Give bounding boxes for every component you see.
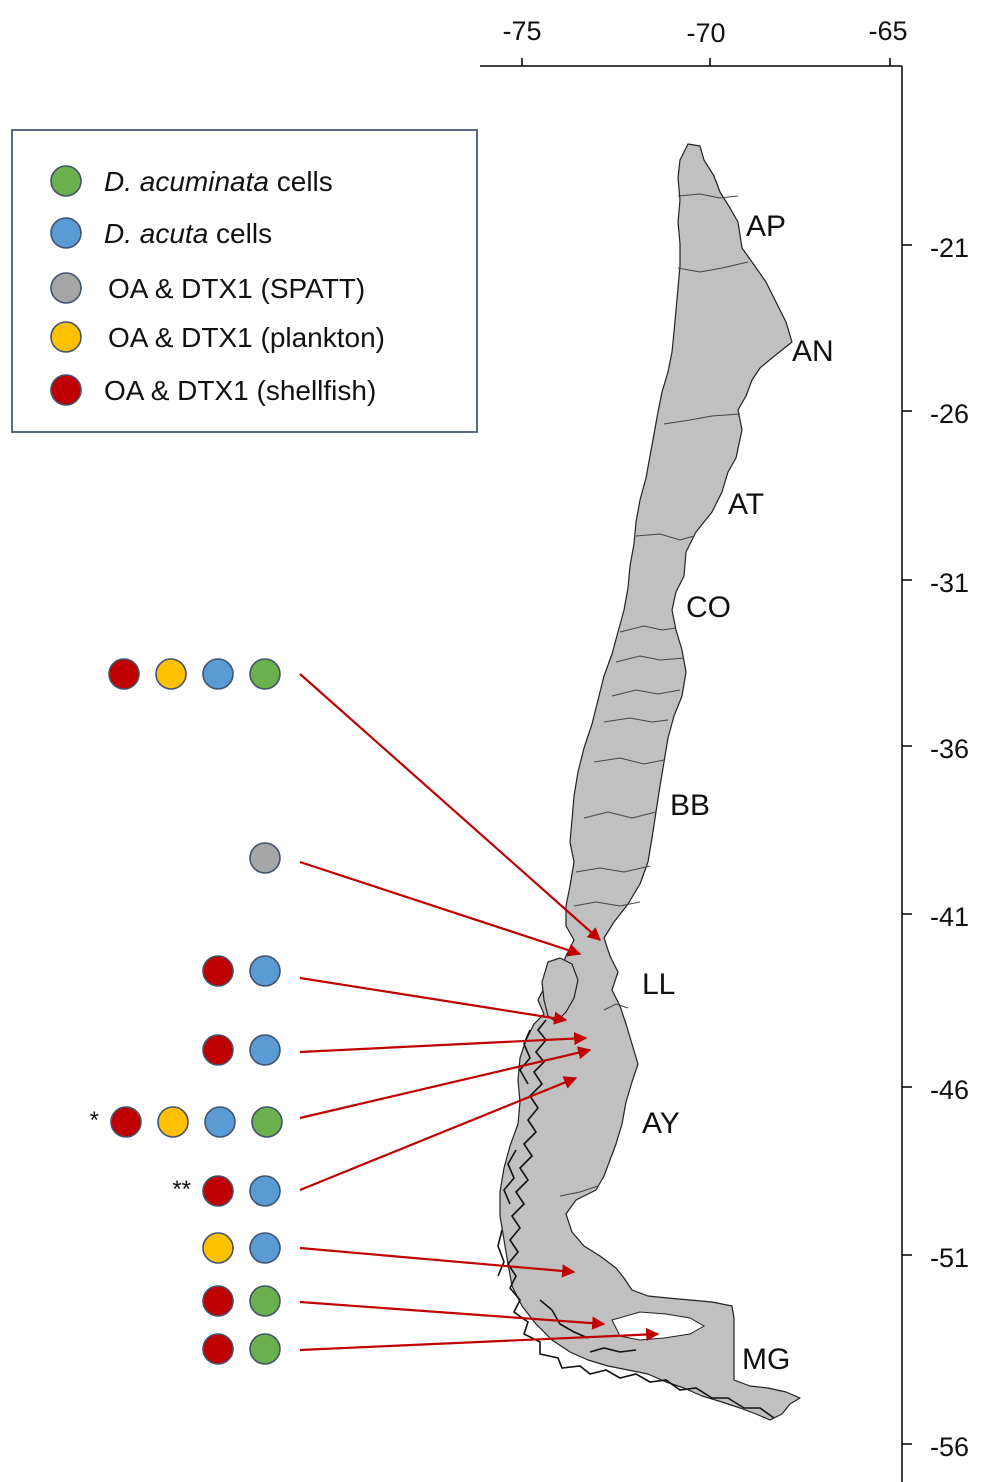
site-dot-shellfish bbox=[202, 1333, 234, 1365]
site-arrow bbox=[299, 860, 582, 957]
site-dot-acuminata bbox=[249, 658, 281, 690]
region-label-co: CO bbox=[686, 591, 731, 624]
latitude-tick-label: -21 bbox=[930, 233, 969, 263]
legend-box bbox=[11, 129, 478, 433]
longitude-tick-label: -70 bbox=[686, 18, 725, 48]
map-frame bbox=[480, 65, 903, 1482]
latitude-axis: -21 -26 -31 -36 -41 -46 -51 -56 bbox=[902, 233, 969, 1462]
legend-swatch-acuta bbox=[50, 217, 82, 249]
fjord-coastline bbox=[497, 1019, 775, 1419]
region-label-mg: MG bbox=[742, 1343, 790, 1376]
region-label-bb: BB bbox=[670, 789, 710, 822]
site-dot-shellfish bbox=[108, 658, 140, 690]
legend-items: D. acuminata cells D. acuta cells OA & DTX… bbox=[50, 165, 385, 406]
region-label-ap: AP bbox=[746, 210, 786, 243]
legend-label-acuminata: D. acuminata cells bbox=[104, 166, 333, 197]
legend-label-plankton: OA & DTX1 (plankton) bbox=[108, 322, 385, 353]
site-arrow bbox=[299, 1327, 660, 1352]
site-arrows bbox=[299, 673, 660, 1352]
site-dot-plankton bbox=[202, 1232, 234, 1264]
latitude-tick-label: -51 bbox=[930, 1243, 969, 1273]
legend-label-spatt: OA & DTX1 (SPATT) bbox=[108, 273, 365, 304]
site-dot-acuminata bbox=[251, 1106, 283, 1138]
site-dot-shellfish bbox=[110, 1106, 142, 1138]
latitude-tick-label: -36 bbox=[930, 734, 969, 764]
site-dot-shellfish bbox=[202, 955, 234, 987]
site-arrow bbox=[299, 1031, 588, 1054]
site-arrow bbox=[299, 1076, 578, 1192]
site-dot-plankton bbox=[157, 1106, 189, 1138]
site-dot-plankton bbox=[155, 658, 187, 690]
site-dot-acuta bbox=[249, 1034, 281, 1066]
site-dot-acuta bbox=[249, 1175, 281, 1207]
region-label-ll: LL bbox=[642, 968, 675, 1001]
site-arrow bbox=[299, 673, 601, 941]
chile-map bbox=[497, 143, 801, 1421]
legend-swatch-spatt bbox=[50, 272, 82, 304]
site-dot-acuta bbox=[249, 1232, 281, 1264]
legend: D. acuminata cells D. acuta cells OA & DTX… bbox=[11, 129, 478, 433]
longitude-axis: -75 -70 -65 bbox=[502, 16, 908, 66]
latitude-tick-label: -46 bbox=[930, 1075, 969, 1105]
site-dot-shellfish bbox=[202, 1034, 234, 1066]
site-significance-marker: * bbox=[90, 1107, 99, 1134]
region-label-an: AN bbox=[792, 335, 834, 368]
chile-landmass bbox=[499, 143, 801, 1421]
latitude-tick-label: -41 bbox=[930, 902, 969, 932]
legend-label-acuta: D. acuta cells bbox=[104, 218, 272, 249]
site-dot-acuta bbox=[204, 1106, 236, 1138]
site-arrow bbox=[299, 1246, 576, 1278]
region-borders bbox=[559, 193, 749, 1197]
region-label-ay: AY bbox=[642, 1107, 680, 1140]
longitude-tick-label: -75 bbox=[502, 16, 541, 46]
longitude-tick-label: -65 bbox=[868, 16, 907, 46]
latitude-tick-label: -31 bbox=[930, 568, 969, 598]
site-dot-acuminata bbox=[249, 1285, 281, 1317]
magellan-strait bbox=[611, 1311, 706, 1341]
site-significance-marker: ** bbox=[172, 1176, 191, 1203]
latitude-tick-label: -56 bbox=[930, 1432, 969, 1462]
site-dot-spatt bbox=[249, 842, 281, 874]
legend-label-shellfish: OA & DTX1 (shellfish) bbox=[104, 375, 376, 406]
legend-swatch-acuminata bbox=[50, 165, 82, 197]
site-dot-shellfish bbox=[202, 1285, 234, 1317]
site-dot-acuta bbox=[249, 955, 281, 987]
region-labels: AP AN AT CO BB LL AY MG bbox=[642, 210, 834, 1376]
site-arrow bbox=[299, 976, 568, 1025]
site-arrow bbox=[299, 1046, 592, 1120]
site-markers: *** bbox=[90, 658, 283, 1365]
legend-swatch-plankton bbox=[50, 321, 82, 353]
site-dot-acuta bbox=[202, 658, 234, 690]
site-arrow bbox=[299, 1300, 606, 1330]
legend-swatch-shellfish bbox=[50, 374, 82, 406]
site-dot-acuminata bbox=[249, 1333, 281, 1365]
region-label-at: AT bbox=[728, 488, 764, 521]
site-dot-shellfish bbox=[202, 1175, 234, 1207]
latitude-tick-label: -26 bbox=[930, 399, 969, 429]
